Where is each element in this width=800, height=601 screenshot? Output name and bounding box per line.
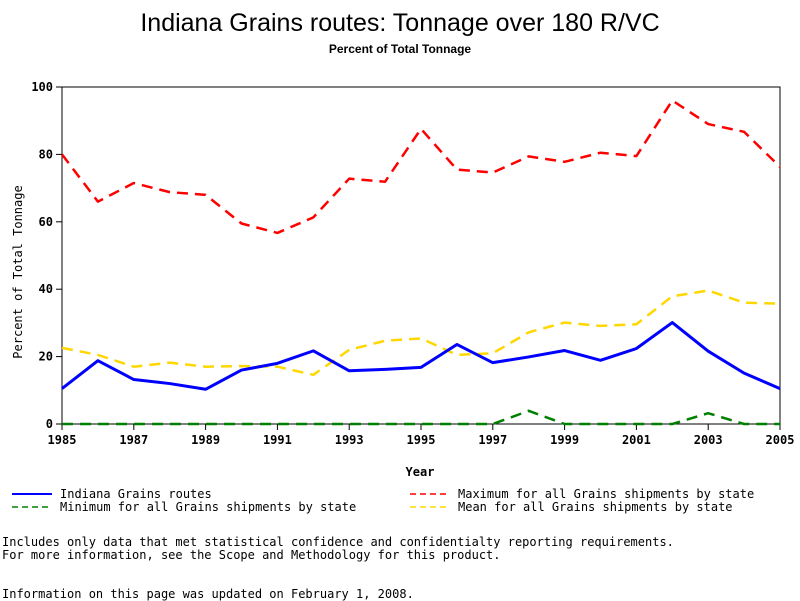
legend: Indiana Grains routes Maximum for all Gra… bbox=[12, 487, 754, 514]
series-layer bbox=[61, 99, 781, 426]
x-tick-label: 1989 bbox=[191, 433, 220, 447]
y-axis-label: Percent of Total Tonnage bbox=[11, 185, 25, 358]
y-tick-label: 0 bbox=[46, 417, 53, 431]
x-axis-label: Year bbox=[406, 465, 435, 479]
x-tick-label: 1987 bbox=[119, 433, 148, 447]
x-axis: 1985 1987 1989 1991 1993 1995 1997 1999 2001 2003… bbox=[48, 424, 795, 447]
legend-label-1: Maximum for all Grains shipments by stat… bbox=[458, 487, 754, 501]
series-line-0 bbox=[61, 321, 781, 391]
x-tick-label: 1993 bbox=[335, 433, 364, 447]
x-tick-label: 1991 bbox=[263, 433, 292, 447]
legend-label-3: Mean for all Grains shipments by state bbox=[458, 500, 733, 514]
chart-subtitle: Percent of Total Tonnage bbox=[329, 42, 472, 56]
x-tick-label: 2005 bbox=[766, 433, 795, 447]
y-tick-label: 40 bbox=[39, 282, 53, 296]
series-line-2 bbox=[62, 409, 780, 426]
footnote-methodology: For more information, see the Scope and … bbox=[2, 548, 501, 562]
y-axis: 0 20 40 60 80 100 bbox=[31, 80, 62, 431]
x-tick-label: 1999 bbox=[550, 433, 579, 447]
y-tick-label: 80 bbox=[39, 147, 53, 161]
x-tick-label: 1995 bbox=[407, 433, 436, 447]
chart-title: Indiana Grains routes: Tonnage over 180 … bbox=[140, 9, 659, 37]
plot-frame bbox=[61, 86, 781, 425]
legend-label-0: Indiana Grains routes bbox=[60, 487, 212, 501]
footnote-confidence: Includes only data that met statistical … bbox=[2, 535, 674, 549]
series-line-3 bbox=[61, 289, 781, 377]
x-tick-label: 2001 bbox=[622, 433, 651, 447]
legend-label-2: Minimum for all Grains shipments by stat… bbox=[60, 500, 356, 514]
series-line-1 bbox=[61, 99, 781, 235]
y-tick-label: 20 bbox=[39, 350, 53, 364]
update-note: Information on this page was updated on … bbox=[2, 587, 414, 601]
x-tick-label: 1985 bbox=[48, 433, 77, 447]
x-tick-label: 1997 bbox=[478, 433, 507, 447]
x-tick-label: 2003 bbox=[694, 433, 723, 447]
y-tick-label: 60 bbox=[39, 215, 53, 229]
y-tick-label: 100 bbox=[31, 80, 53, 94]
